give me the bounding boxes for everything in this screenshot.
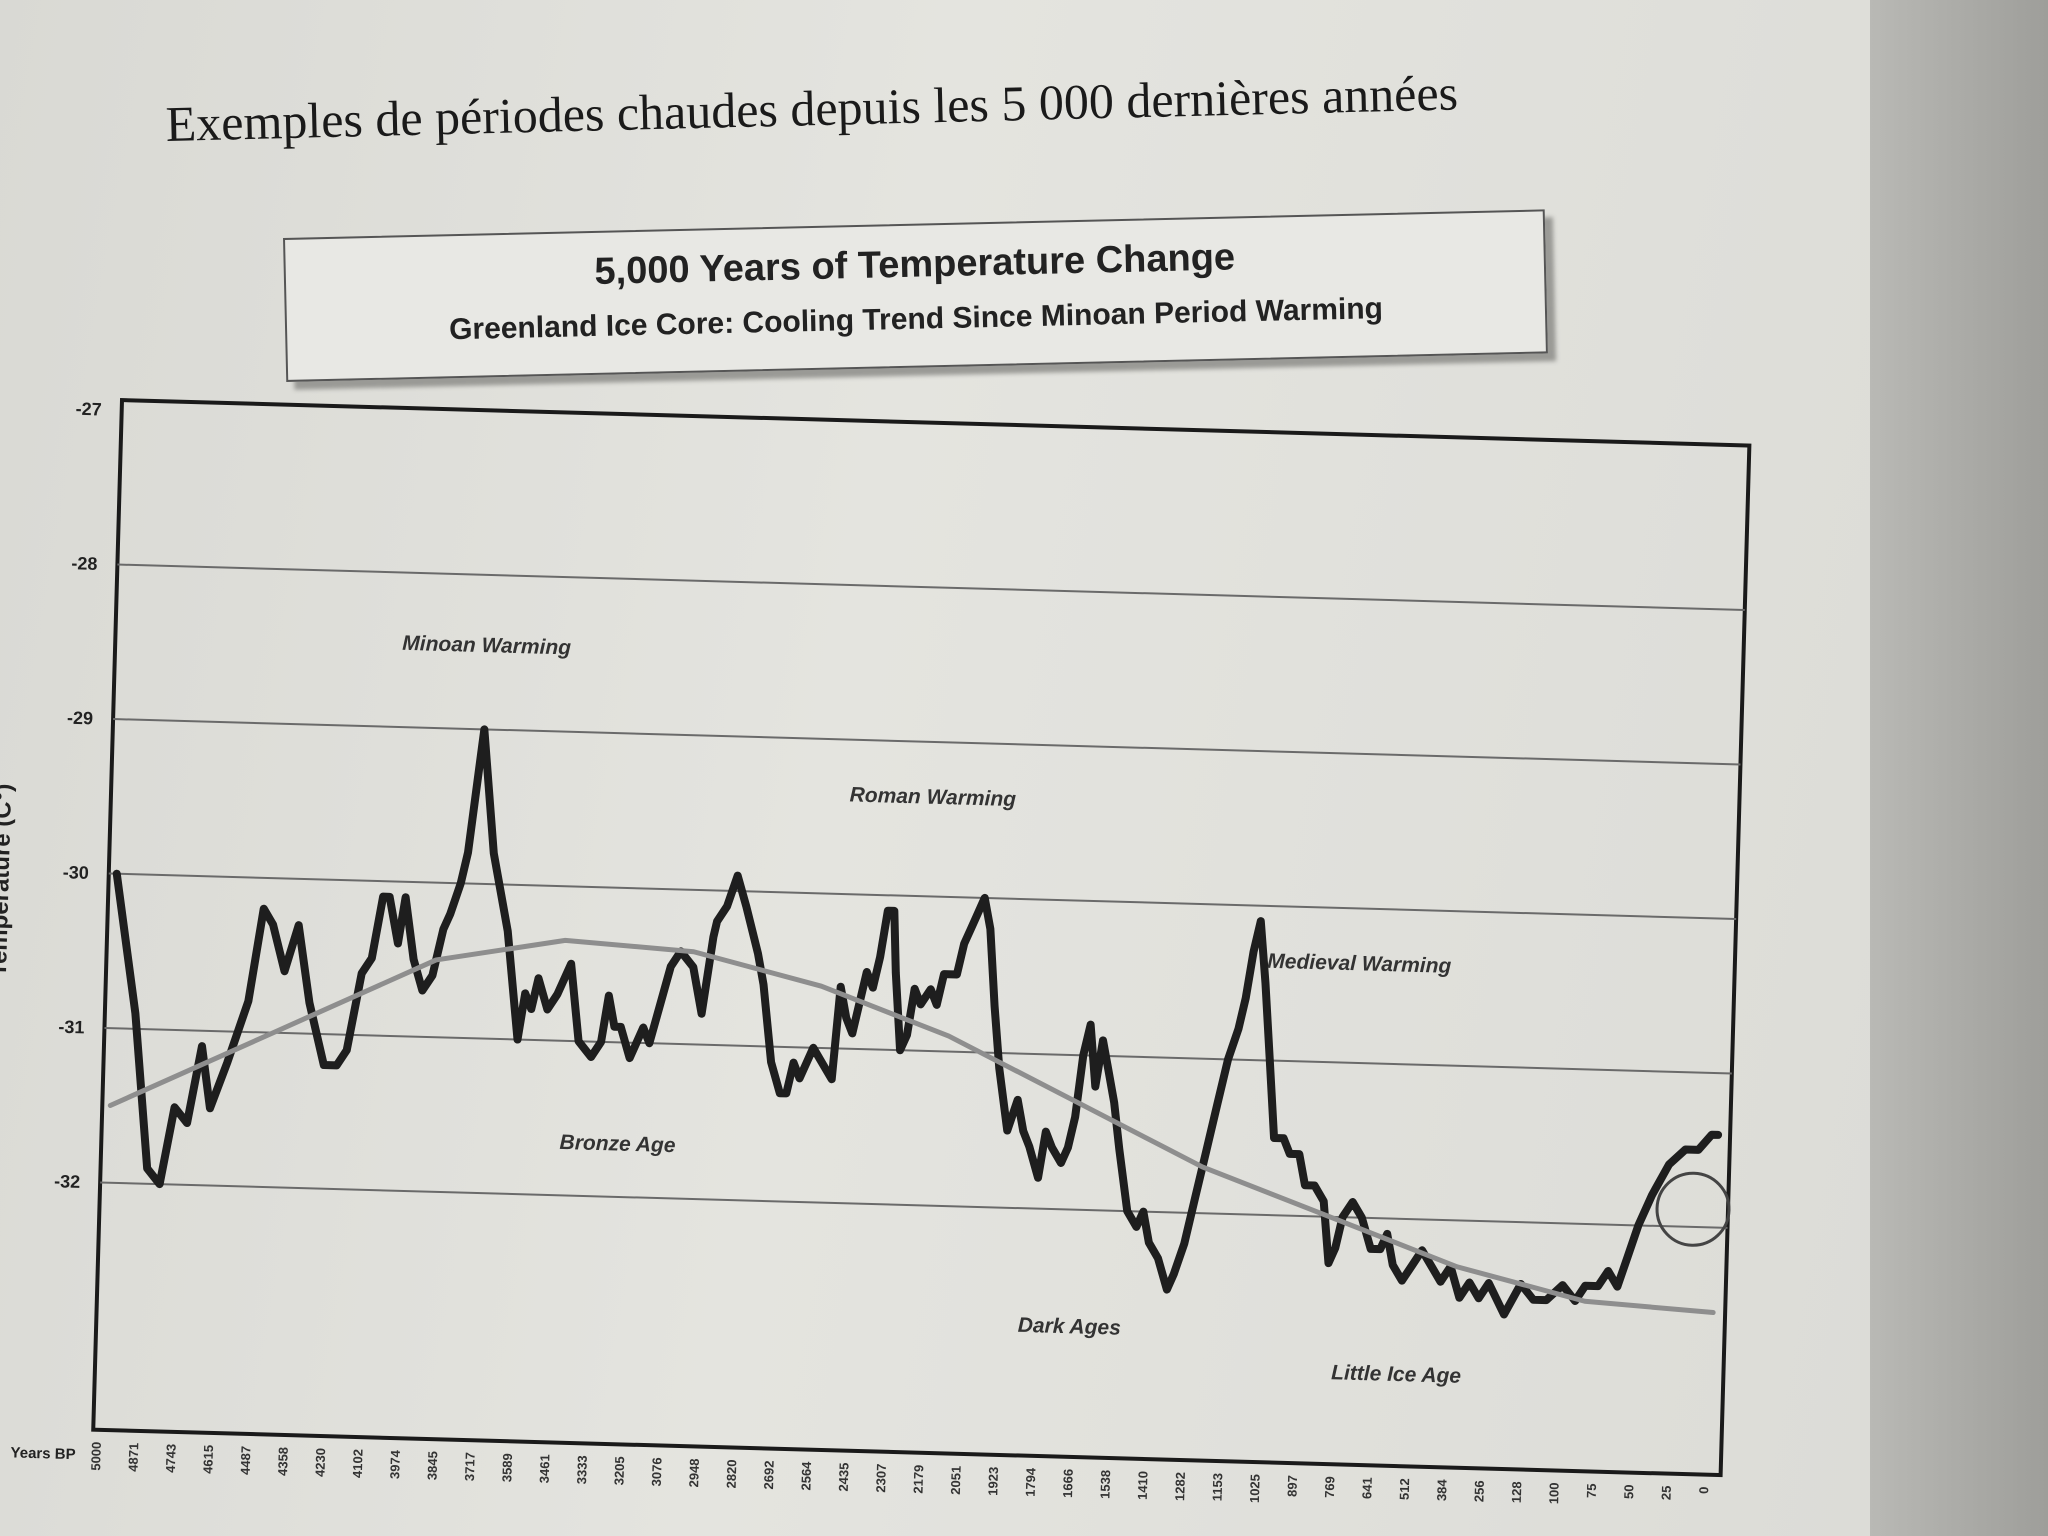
annotation-label: Little Ice Age: [1331, 1361, 1462, 1388]
x-tick-label: 4871: [125, 1443, 141, 1472]
x-tick-label: 2948: [686, 1458, 702, 1487]
x-tick-label: 2179: [910, 1465, 926, 1494]
chart-body: -27 -28 -29 -30 -31 -32 5000 4871 4743 4615 4487 4…: [0, 398, 1752, 1505]
annotation-label: Minoan Warming: [402, 632, 572, 660]
x-tick-label: 4358: [275, 1447, 291, 1476]
x-tick-label: 0: [1696, 1486, 1711, 1494]
x-tick-label: 100: [1546, 1482, 1562, 1504]
x-tick-label: 384: [1434, 1478, 1450, 1501]
plot-frame: [91, 398, 1752, 1478]
x-tick-label: 3717: [462, 1452, 478, 1481]
x-tick-label: 641: [1359, 1477, 1375, 1499]
x-tick-label: 128: [1509, 1481, 1525, 1503]
y-tick-label: -29: [67, 708, 94, 729]
x-tick-label: 1538: [1097, 1470, 1113, 1499]
x-tick-label: 4615: [200, 1445, 216, 1474]
x-tick-label: 2692: [761, 1460, 777, 1489]
grid-line: [117, 563, 1745, 611]
grid-line: [104, 1026, 1732, 1075]
x-tick-label: 4102: [350, 1449, 366, 1478]
y-tick-label: -27: [75, 399, 102, 420]
x-tick-label: 1282: [1172, 1472, 1188, 1501]
grid-lines: [100, 563, 1745, 1229]
x-tick-label: 2564: [798, 1461, 814, 1491]
x-tick-label: 2820: [724, 1459, 740, 1488]
x-tick-label: 2435: [836, 1462, 852, 1491]
x-tick-label: 3076: [649, 1457, 665, 1486]
x-tick-label: 5000: [88, 1442, 104, 1471]
y-tick-label: -32: [54, 1171, 81, 1192]
annotations: Minoan Warming Roman Warming Medieval Warm…: [402, 632, 1462, 1388]
x-tick-label: 3461: [537, 1454, 553, 1483]
highlight-circle: [1655, 1171, 1731, 1247]
grid-line: [100, 1181, 1728, 1229]
x-tick-label: 897: [1284, 1475, 1300, 1497]
x-tick-label: 769: [1322, 1476, 1338, 1498]
series-group: [107, 725, 1723, 1319]
y-axis-label: Temperature (C°): [0, 783, 17, 977]
x-tick-label: 3974: [387, 1449, 403, 1479]
x-tick-labels: 5000 4871 4743 4615 4487 4358 4230 4102 3974 3845…: [88, 1442, 1711, 1505]
grid-line: [113, 718, 1741, 766]
annotation-label: Dark Ages: [1017, 1314, 1121, 1340]
x-tick-label: 4743: [163, 1444, 179, 1473]
x-tick-label: 1794: [1023, 1467, 1039, 1497]
x-tick-label: 2307: [873, 1463, 889, 1492]
annotation-label: Bronze Age: [559, 1131, 676, 1157]
x-tick-label: 1153: [1210, 1473, 1226, 1502]
x-tick-label: 75: [1584, 1483, 1599, 1498]
annotation-label: Roman Warming: [849, 783, 1016, 811]
x-tick-label: 1923: [985, 1467, 1001, 1496]
x-tick-label: 3205: [611, 1456, 627, 1485]
x-tick-label: 25: [1658, 1485, 1673, 1500]
x-tick-label: 256: [1471, 1480, 1487, 1502]
x-tick-label: 1410: [1135, 1471, 1151, 1500]
y-tick-label: -31: [58, 1017, 85, 1038]
y-tick-labels: -27 -28 -29 -30 -31 -32: [54, 399, 102, 1192]
x-tick-label: 4230: [312, 1448, 328, 1477]
grid-line: [108, 872, 1737, 920]
x-tick-label: 512: [1397, 1478, 1413, 1500]
x-tick-label: 3333: [574, 1455, 590, 1484]
x-tick-label: 3589: [499, 1453, 515, 1482]
x-tick-label: 3845: [425, 1451, 441, 1480]
x-tick-label: 1666: [1060, 1469, 1076, 1498]
x-tick-label: 4487: [238, 1446, 254, 1475]
y-tick-label: -28: [71, 553, 98, 574]
x-tick-label: 50: [1621, 1484, 1636, 1499]
y-tick-label: -30: [62, 862, 89, 883]
temperature-series-line: [112, 725, 1723, 1319]
x-tick-label: 1025: [1247, 1474, 1263, 1503]
page-edge: [1870, 0, 2048, 1536]
trend-line: [107, 937, 1716, 1316]
x-tick-label: 2051: [948, 1466, 964, 1495]
annotation-label: Medieval Warming: [1267, 950, 1452, 978]
x-axis-label: Years BP: [10, 1444, 75, 1463]
